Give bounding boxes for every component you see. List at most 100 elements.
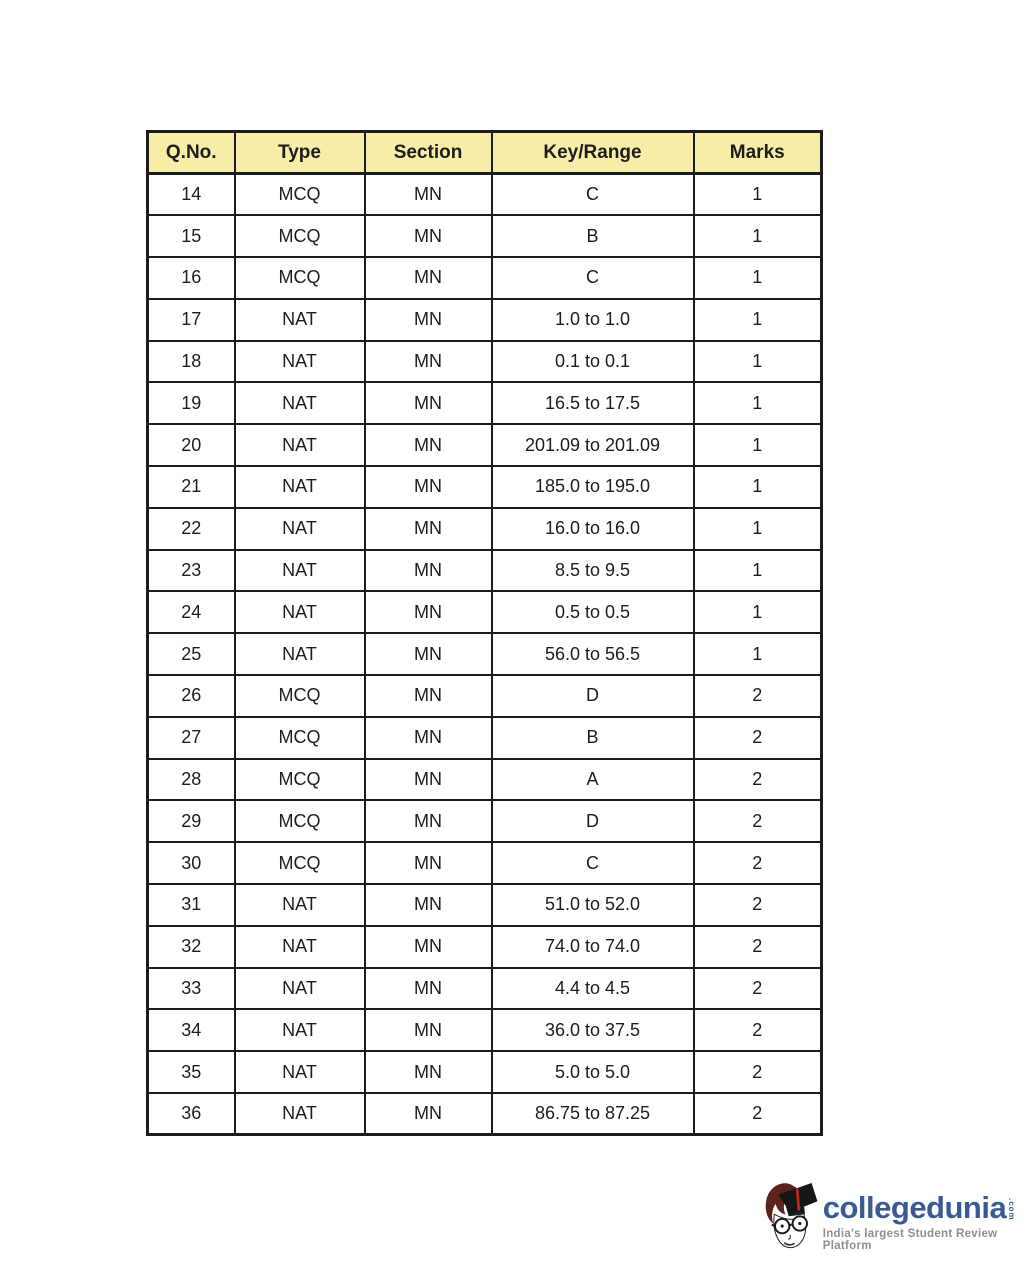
cell-marks: 2 — [692, 715, 823, 760]
cell-key-range: 36.0 to 37.5 — [490, 1008, 695, 1053]
cell-key-range: D — [490, 799, 695, 844]
table-row: 16 MCQ MN C 1 — [146, 256, 823, 300]
cell-marks: 1 — [692, 590, 823, 635]
column-header-section: Section — [363, 130, 493, 175]
cell-section: MN — [363, 214, 493, 259]
cell-type: NAT — [233, 548, 366, 593]
cell-qno: 29 — [146, 799, 236, 844]
cell-qno: 33 — [146, 966, 236, 1011]
column-header-key-range: Key/Range — [490, 130, 695, 175]
cell-qno: 18 — [146, 339, 236, 384]
cell-type: MCQ — [233, 799, 366, 844]
cell-key-range: 51.0 to 52.0 — [490, 883, 695, 927]
cell-qno: 30 — [146, 841, 236, 886]
table-row: 21 NAT MN 185.0 to 195.0 1 — [146, 465, 823, 509]
brand-name: collegedunia — [822, 1190, 1007, 1225]
cell-key-range: 0.5 to 0.5 — [490, 590, 695, 635]
cell-section: MN — [363, 548, 493, 593]
cell-type: MCQ — [233, 256, 366, 300]
cell-marks: 2 — [692, 757, 823, 802]
cell-key-range: 5.0 to 5.0 — [490, 1050, 695, 1095]
cell-marks: 1 — [692, 465, 823, 509]
table-row: 35 NAT MN 5.0 to 5.0 2 — [146, 1050, 823, 1095]
column-header-qno: Q.No. — [146, 130, 236, 175]
cell-key-range: 16.0 to 16.0 — [490, 506, 695, 551]
cell-marks: 1 — [692, 297, 823, 342]
cell-marks: 2 — [692, 1050, 823, 1095]
cell-type: NAT — [233, 423, 366, 468]
cell-key-range: B — [490, 715, 695, 760]
table-row: 29 MCQ MN D 2 — [146, 799, 823, 844]
cell-key-range: 56.0 to 56.5 — [490, 632, 695, 677]
cell-marks: 1 — [692, 381, 823, 426]
cell-section: MN — [363, 1008, 493, 1053]
cell-type: NAT — [233, 1008, 366, 1053]
cell-type: MCQ — [233, 715, 366, 760]
cell-type: NAT — [233, 1092, 366, 1136]
cell-key-range: A — [490, 757, 695, 802]
cell-key-range: 74.0 to 74.0 — [490, 924, 695, 969]
cell-qno: 15 — [146, 214, 236, 259]
column-header-marks: Marks — [692, 130, 823, 175]
cell-marks: 1 — [692, 548, 823, 593]
table-row: 27 MCQ MN B 2 — [146, 715, 823, 760]
collegedunia-logo: collegedunia .com India's largest Studen… — [760, 1168, 1025, 1260]
cell-section: MN — [363, 674, 493, 718]
table-row: 18 NAT MN 0.1 to 0.1 1 — [146, 339, 823, 384]
cell-marks: 2 — [692, 924, 823, 969]
cell-key-range: C — [490, 172, 695, 217]
cell-type: NAT — [233, 381, 366, 426]
cell-type: NAT — [233, 590, 366, 635]
cell-type: NAT — [233, 924, 366, 969]
cell-marks: 2 — [692, 966, 823, 1011]
cell-qno: 21 — [146, 465, 236, 509]
cell-marks: 2 — [692, 1008, 823, 1053]
cell-type: NAT — [233, 632, 366, 677]
cell-type: NAT — [233, 465, 366, 509]
table-row: 34 NAT MN 36.0 to 37.5 2 — [146, 1008, 823, 1053]
cell-section: MN — [363, 799, 493, 844]
table-row: 28 MCQ MN A 2 — [146, 757, 823, 802]
cell-section: MN — [363, 1092, 493, 1136]
cell-marks: 2 — [692, 841, 823, 886]
cell-type: NAT — [233, 339, 366, 384]
table-row: 30 MCQ MN C 2 — [146, 841, 823, 886]
cell-key-range: 185.0 to 195.0 — [490, 465, 695, 509]
cell-key-range: 8.5 to 9.5 — [490, 548, 695, 593]
table-row: 15 MCQ MN B 1 — [146, 214, 823, 259]
cell-section: MN — [363, 883, 493, 927]
cell-qno: 26 — [146, 674, 236, 718]
cell-key-range: 4.4 to 4.5 — [490, 966, 695, 1011]
cell-type: NAT — [233, 297, 366, 342]
cell-marks: 1 — [692, 172, 823, 217]
brand-suffix: .com — [1007, 1198, 1017, 1221]
table-row: 26 MCQ MN D 2 — [146, 674, 823, 718]
cell-section: MN — [363, 966, 493, 1011]
table-row: 24 NAT MN 0.5 to 0.5 1 — [146, 590, 823, 635]
cell-section: MN — [363, 715, 493, 760]
cell-marks: 2 — [692, 1092, 823, 1136]
column-header-type: Type — [233, 130, 366, 175]
cell-type: MCQ — [233, 214, 366, 259]
cell-qno: 16 — [146, 256, 236, 300]
cell-marks: 1 — [692, 256, 823, 300]
cell-qno: 32 — [146, 924, 236, 969]
table-header-row: Q.No. Type Section Key/Range Marks — [146, 130, 823, 175]
cell-key-range: D — [490, 674, 695, 718]
cell-qno: 25 — [146, 632, 236, 677]
table-row: 32 NAT MN 74.0 to 74.0 2 — [146, 924, 823, 969]
cell-type: MCQ — [233, 172, 366, 217]
cell-key-range: 16.5 to 17.5 — [490, 381, 695, 426]
cell-type: MCQ — [233, 757, 366, 802]
table-row: 22 NAT MN 16.0 to 16.0 1 — [146, 506, 823, 551]
cell-key-range: 201.09 to 201.09 — [490, 423, 695, 468]
cell-section: MN — [363, 590, 493, 635]
cell-marks: 1 — [692, 632, 823, 677]
cell-qno: 23 — [146, 548, 236, 593]
cell-key-range: B — [490, 214, 695, 259]
cell-qno: 19 — [146, 381, 236, 426]
cell-type: MCQ — [233, 674, 366, 718]
cell-key-range: C — [490, 256, 695, 300]
brand-tagline: India's largest Student Review Platform — [822, 1228, 998, 1252]
